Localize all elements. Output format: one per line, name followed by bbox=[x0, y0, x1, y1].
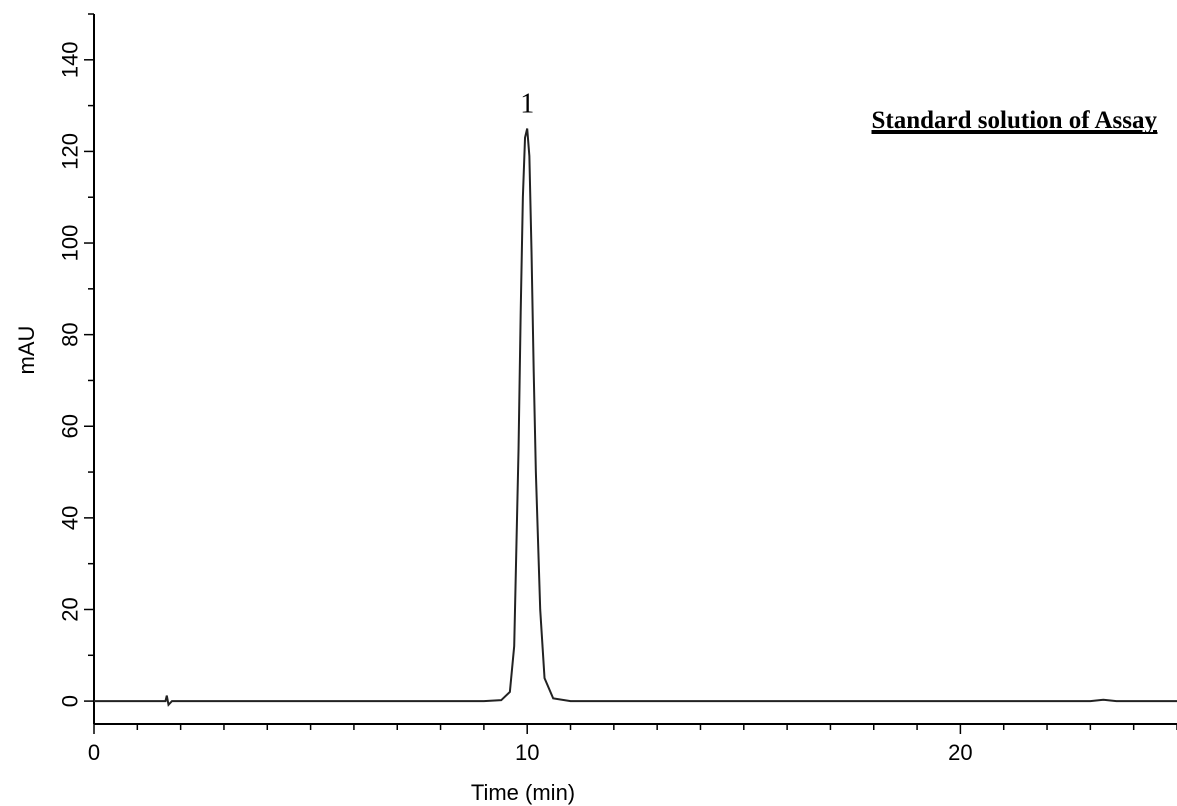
y-tick-label: 60 bbox=[58, 414, 83, 438]
chromatogram-trace bbox=[94, 128, 1177, 707]
y-tick-label: 140 bbox=[58, 41, 83, 78]
y-tick-label: 100 bbox=[58, 225, 83, 262]
chart-title: Standard solution of Assay bbox=[872, 107, 1158, 134]
y-tick-label: 80 bbox=[58, 322, 83, 346]
y-tick-label: 0 bbox=[58, 695, 83, 707]
peak-label: 1 bbox=[520, 89, 534, 120]
tick-labels: 0 20 40 60 80 100 120 140 0 10 20 bbox=[58, 41, 973, 765]
y-tick-label: 40 bbox=[58, 506, 83, 530]
y-tick-label: 120 bbox=[58, 133, 83, 170]
y-tick-label: 20 bbox=[58, 597, 83, 621]
x-tick-label: 0 bbox=[88, 740, 100, 765]
y-axis-title: mAU bbox=[14, 326, 39, 375]
x-axis-title: Time (min) bbox=[471, 780, 575, 805]
x-tick-label: 10 bbox=[515, 740, 539, 765]
axes bbox=[93, 14, 1177, 725]
tick-marks bbox=[84, 13, 1177, 734]
x-tick-label: 20 bbox=[948, 740, 972, 765]
